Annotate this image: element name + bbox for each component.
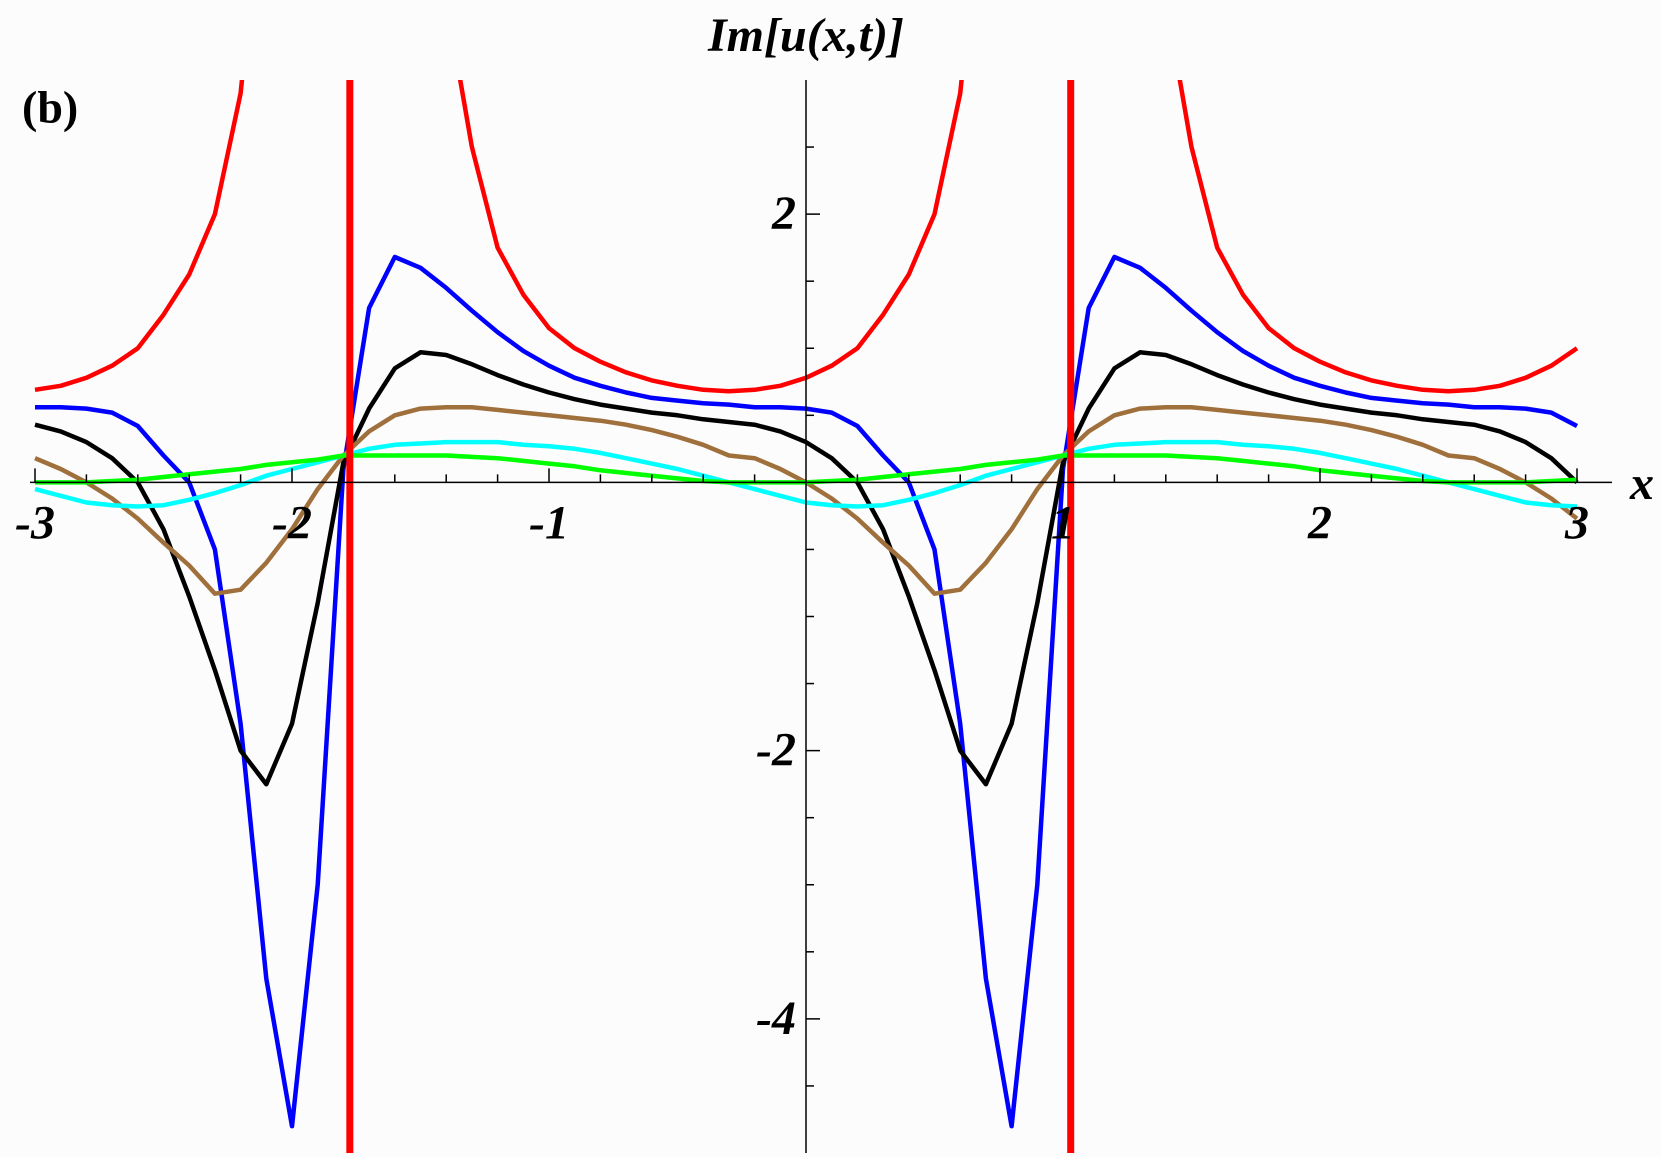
y-tick-label: 2	[771, 187, 796, 240]
x-tick-label: 1	[1051, 496, 1075, 549]
x-axis-label: x	[1629, 457, 1654, 510]
series-line	[34, 80, 1579, 394]
y-tick-label: -2	[756, 724, 796, 777]
x-tick-label: -3	[15, 496, 55, 549]
x-tick-label: -1	[529, 496, 569, 549]
panel-label: (b)	[22, 82, 78, 133]
x-tick-label: -2	[272, 496, 312, 549]
x-tick-label: 2	[1307, 496, 1332, 549]
chart-title: Im[u(x,t)]	[707, 9, 904, 62]
x-tick-label: 3	[1564, 496, 1589, 549]
y-tick-label: -4	[756, 992, 796, 1045]
